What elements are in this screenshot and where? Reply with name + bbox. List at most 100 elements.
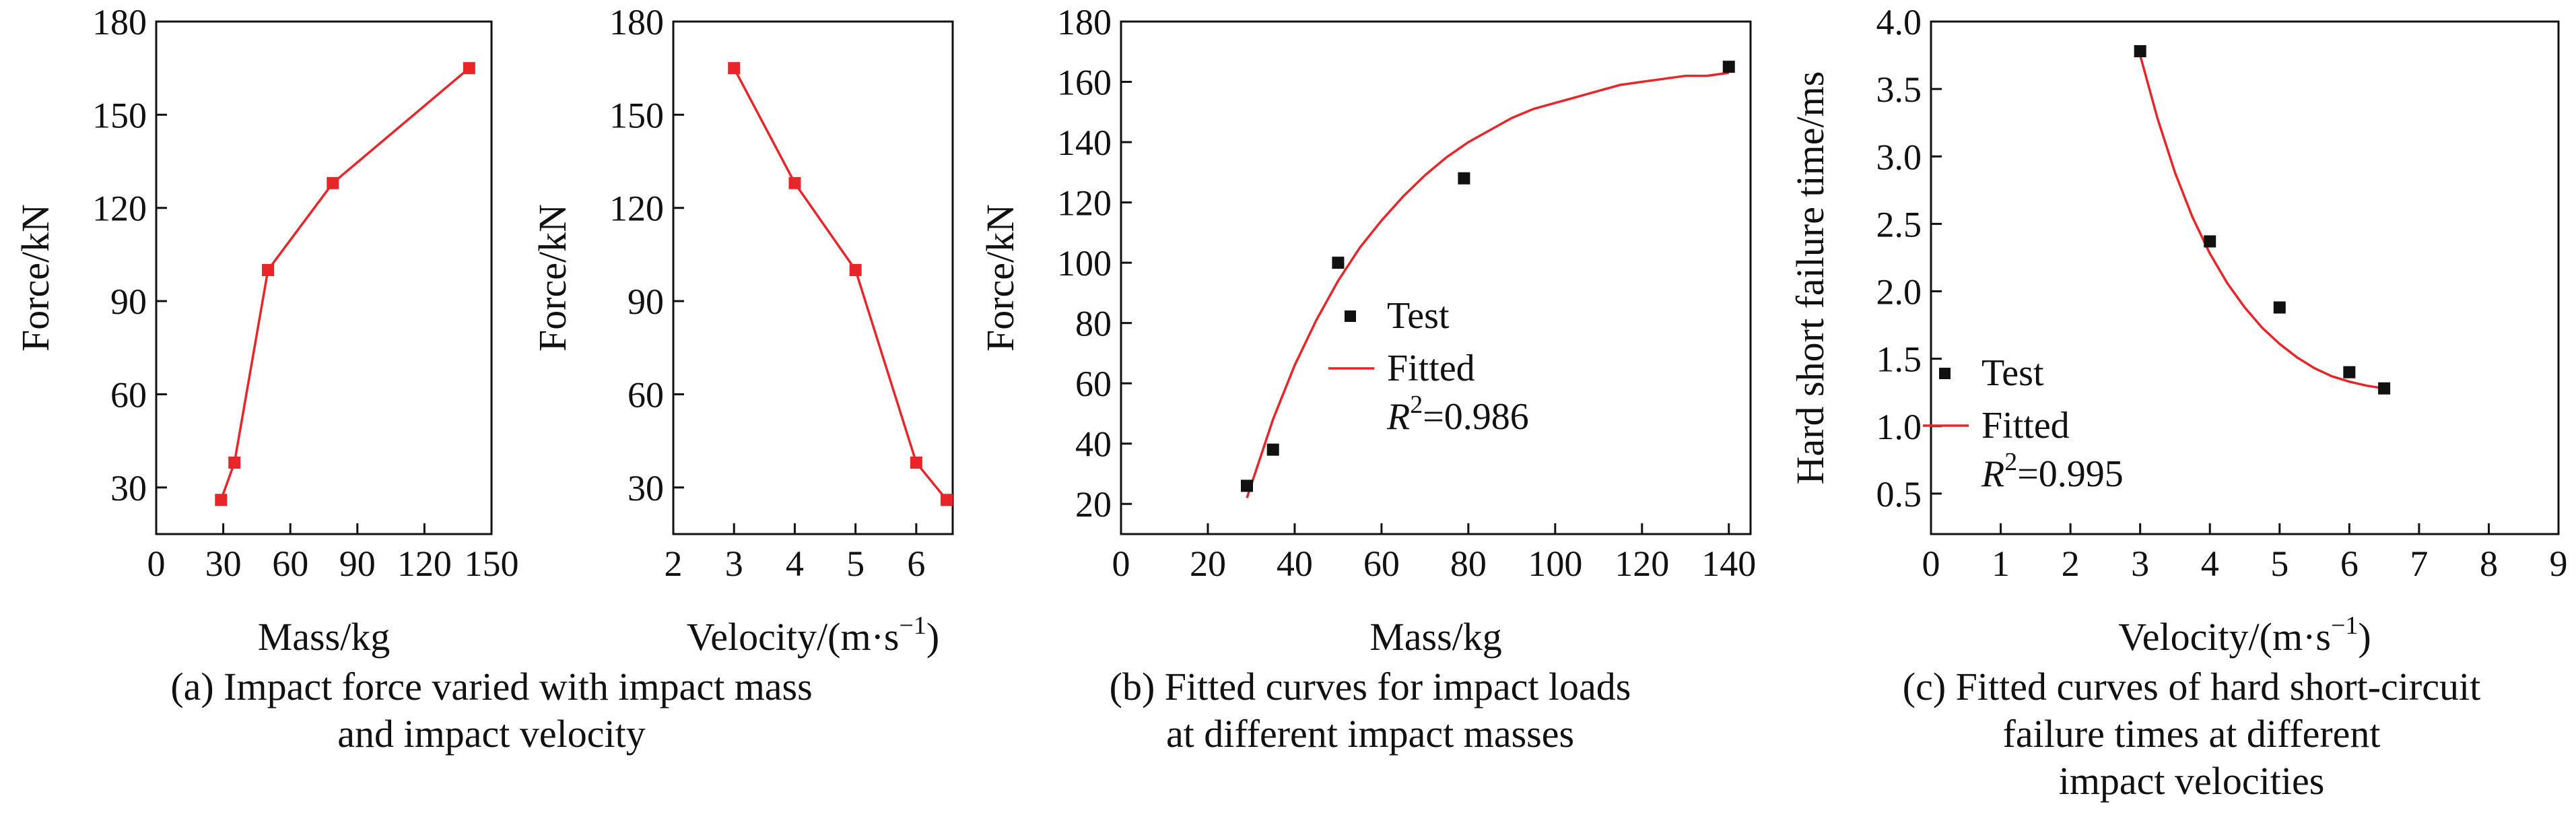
- chart-a2: 2 3 4 5 6 30 60 90 120 150 180 Velocity/(m·s−1) Forc…: [531, 2, 954, 659]
- x-tick-label: 90: [339, 543, 376, 584]
- y-tick-label: 180: [609, 2, 664, 42]
- data-point: [910, 456, 922, 469]
- caption-a: (a) Impact force varied with impact mass…: [94, 663, 889, 758]
- test-point: [1458, 172, 1470, 185]
- y-tick-label: 1.5: [1876, 339, 1922, 380]
- data-point: [788, 176, 801, 189]
- fitted-curve: [2138, 55, 2385, 390]
- x-tick-label: 5: [846, 543, 865, 584]
- test-point: [1722, 61, 1735, 73]
- caption-a-line-1: (a) Impact force varied with impact mass: [170, 665, 813, 708]
- plot-frame: [1120, 20, 1752, 535]
- x-tick-label: 20: [1190, 543, 1226, 584]
- data-point: [228, 456, 241, 469]
- r2-symbol: R: [1386, 396, 1410, 438]
- legend-fitted-label: Fitted: [1387, 348, 1475, 389]
- plot-frame: [155, 20, 493, 535]
- y-tick-label: 120: [92, 189, 147, 229]
- test-point: [2204, 235, 2216, 248]
- x-tick-label: 6: [907, 543, 925, 584]
- x-tick-label: 6: [2340, 543, 2359, 584]
- y-axis-label: Force/kN: [13, 204, 57, 352]
- x-tick-label: 2: [665, 543, 683, 584]
- x-tick-label: 4: [2201, 543, 2219, 584]
- x-tick-label: 7: [2410, 543, 2428, 584]
- caption-b-line-1: (b) Fitted curves for impact loads: [1109, 665, 1631, 708]
- test-point: [1332, 257, 1345, 269]
- y-tick-label: 100: [1057, 243, 1112, 284]
- test-point: [1266, 443, 1279, 456]
- data-point: [728, 62, 741, 75]
- plot-frame: [672, 20, 954, 535]
- legend-test-label: Test: [1981, 352, 2044, 394]
- r2-superscript: 2: [1410, 391, 1423, 419]
- test-point: [2343, 366, 2356, 378]
- y-tick-label: 4.0: [1876, 2, 1922, 42]
- x-axis-label: Velocity/(m·s−1): [687, 612, 939, 659]
- y-tick-label: 40: [1075, 424, 1112, 465]
- x-tick-label: 140: [1701, 543, 1756, 584]
- data-point: [262, 263, 274, 276]
- caption-c-line-3: impact velocities: [2058, 759, 2325, 803]
- legend-test-marker: [1939, 368, 1951, 379]
- x-axis-label-sup: −1: [899, 612, 926, 640]
- caption-c-line-2: failure times at different: [2002, 712, 2381, 756]
- y-tick-label: 160: [1057, 63, 1112, 103]
- y-tick-label: 90: [628, 282, 664, 322]
- x-tick-label: 0: [147, 543, 166, 584]
- r2-symbol: R: [1981, 453, 2004, 495]
- fitted-curve: [1246, 71, 1729, 498]
- y-tick-label: 3.0: [1876, 137, 1922, 177]
- chart-b: 0 20 40 60 80 100 120 1402040608010012014016018…: [978, 2, 1756, 659]
- y-tick-label: 20: [1075, 484, 1112, 525]
- x-tick-label: 60: [1363, 543, 1400, 584]
- y-tick-label: 150: [92, 95, 147, 135]
- y-tick-label: 90: [110, 282, 147, 322]
- x-tick-label: 120: [1615, 543, 1669, 584]
- y-tick-label: 120: [609, 189, 664, 229]
- y-tick-label: 60: [1075, 364, 1112, 404]
- x-tick-label: 60: [272, 543, 308, 584]
- y-tick-label: 80: [1075, 304, 1112, 344]
- x-tick-label: 30: [205, 543, 242, 584]
- x-tick-label: 1: [1992, 543, 2010, 584]
- y-tick-label: 0.5: [1876, 474, 1922, 515]
- x-tick-label: 80: [1450, 543, 1487, 584]
- x-tick-label: 120: [397, 543, 452, 584]
- y-tick-label: 150: [609, 95, 664, 135]
- series-line: [219, 67, 470, 500]
- test-point: [1241, 480, 1253, 492]
- x-tick-label: 0: [1112, 543, 1130, 584]
- y-axis-label: Hard short failure time/ms: [1788, 71, 1832, 485]
- x-tick-label: 3: [2131, 543, 2149, 584]
- x-axis-label-end: ): [926, 615, 939, 659]
- x-axis-label: Velocity/(m·s−1): [2118, 612, 2371, 659]
- data-point: [849, 263, 862, 276]
- chart-c: 0 1 2 3 4 5 6 7 8 9 0.5 1.0 1.5 2.0 2.5 3.0 3.5 4.0 Veloci…: [1788, 2, 2568, 659]
- y-tick-label: 180: [1057, 2, 1112, 42]
- data-point: [327, 176, 339, 189]
- data-point: [215, 494, 228, 506]
- y-tick-label: 60: [110, 374, 147, 415]
- y-tick-label: 2.5: [1876, 204, 1922, 244]
- test-point: [2273, 301, 2286, 314]
- legend-test-label: Test: [1387, 295, 1450, 337]
- x-tick-label: 3: [725, 543, 743, 584]
- x-tick-label: 8: [2480, 543, 2498, 584]
- y-tick-label: 2.0: [1876, 272, 1922, 312]
- y-axis-label: Force/kN: [978, 204, 1022, 352]
- x-axis-label-end: ): [2358, 615, 2371, 659]
- x-tick-label: 150: [465, 543, 519, 584]
- y-tick-label: 30: [110, 468, 147, 508]
- caption-a-line-2: and impact velocity: [337, 712, 646, 756]
- legend-r2-label: R2=0.995: [1981, 448, 2124, 495]
- y-tick-label: 140: [1057, 123, 1112, 163]
- x-axis-label: Mass/kg: [258, 615, 391, 659]
- y-tick-label: 180: [92, 2, 147, 42]
- caption-c-line-1: (c) Fitted curves of hard short-circuit: [1902, 665, 2481, 708]
- caption-b-line-2: at different impact masses: [1165, 712, 1575, 756]
- x-tick-label: 0: [1922, 543, 1940, 584]
